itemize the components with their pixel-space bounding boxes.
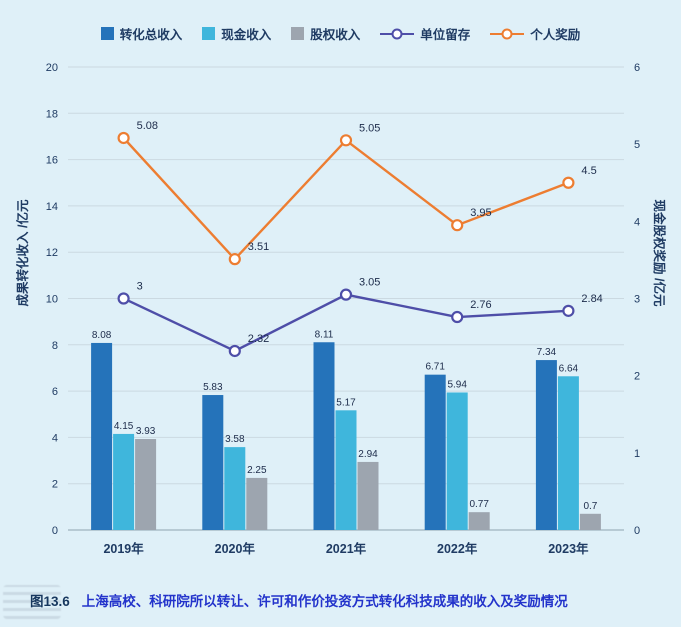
svg-text:2019年: 2019年 [103,541,144,556]
svg-text:5.08: 5.08 [137,120,158,132]
svg-text:3.05: 3.05 [359,277,380,289]
svg-text:2.76: 2.76 [470,299,491,311]
svg-text:5: 5 [634,139,640,151]
svg-text:14: 14 [46,201,58,213]
legend-label-cash-income: 现金收入 [221,28,272,42]
svg-text:3: 3 [137,281,143,293]
legend-label-personal-reward: 个人奖励 [530,28,581,42]
svg-text:6: 6 [634,62,640,74]
svg-text:2.32: 2.32 [248,333,269,345]
svg-text:0: 0 [634,525,640,537]
chart-caption: 图13.6 上海高校、科研院所以转让、许可和作价投资方式转化科技成果的收入及奖励情… [30,593,673,611]
svg-text:2.94: 2.94 [358,449,378,460]
svg-text:12: 12 [46,247,58,259]
svg-text:5.83: 5.83 [203,382,223,393]
svg-text:0.7: 0.7 [583,501,597,512]
legend-item-total-income[interactable]: 转化总收入 [100,24,183,43]
legend-item-personal-reward[interactable]: 个人奖励 [490,24,580,43]
svg-text:2.25: 2.25 [247,465,267,476]
svg-text:6.71: 6.71 [425,362,445,373]
legend-item-unit-retention[interactable]: 单位留存 [380,24,470,43]
svg-text:2023年: 2023年 [548,541,589,556]
legend-swatch-personal-reward-icon [490,27,525,40]
svg-text:7.34: 7.34 [537,347,557,358]
caption-figure-number: 图13.6 [30,594,70,609]
svg-text:4.15: 4.15 [114,421,134,432]
legend-swatch-equity-income-icon [291,27,305,40]
svg-text:0: 0 [52,525,58,537]
legend-swatch-unit-retention-icon [380,27,415,40]
svg-text:3.95: 3.95 [470,207,491,219]
svg-text:4: 4 [634,216,640,228]
svg-text:3.51: 3.51 [248,241,269,253]
svg-text:4.5: 4.5 [581,165,596,177]
right-axis-title: 现金股权奖励 /亿元 [652,199,666,307]
svg-text:1: 1 [634,448,640,460]
svg-text:20: 20 [46,62,58,74]
svg-text:2.84: 2.84 [581,293,602,305]
svg-text:2: 2 [52,479,58,491]
svg-text:2020年: 2020年 [215,541,256,556]
svg-text:3: 3 [634,294,640,306]
svg-text:5.17: 5.17 [336,397,356,408]
svg-text:18: 18 [46,108,58,120]
svg-text:10: 10 [46,294,58,306]
legend-swatch-total-income-icon [100,27,114,40]
svg-text:6.64: 6.64 [559,363,579,374]
svg-text:5.05: 5.05 [359,122,380,134]
svg-text:4: 4 [52,432,58,444]
legend-label-total-income: 转化总收入 [119,28,183,42]
legend-item-equity-income[interactable]: 股权收入 [291,24,360,43]
svg-text:3.58: 3.58 [225,434,245,445]
svg-text:8: 8 [52,340,58,352]
caption-text: 上海高校、科研院所以转让、许可和作价投资方式转化科技成果的收入及奖励情况 [81,594,568,609]
legend-label-equity-income: 股权收入 [310,28,361,42]
svg-text:5.94: 5.94 [447,379,467,390]
legend-swatch-cash-income-icon [202,27,216,40]
svg-text:6: 6 [52,386,58,398]
svg-text:2: 2 [634,371,640,383]
chart-legend: 转化总收入 现金收入 股权收入 单位留存 个人奖励 [0,24,681,43]
svg-text:8.08: 8.08 [92,330,112,341]
svg-text:2022年: 2022年 [437,541,478,556]
legend-item-cash-income[interactable]: 现金收入 [202,24,271,43]
left-axis-title: 成果转化收入 /亿元 [16,199,30,307]
svg-text:3.93: 3.93 [136,426,156,437]
svg-text:16: 16 [46,155,58,167]
svg-text:2021年: 2021年 [326,541,367,556]
legend-label-unit-retention: 单位留存 [420,28,471,42]
svg-text:8.11: 8.11 [315,329,334,340]
svg-text:0.77: 0.77 [469,499,489,510]
